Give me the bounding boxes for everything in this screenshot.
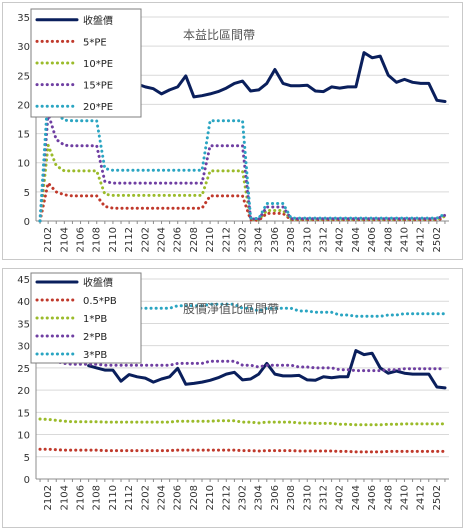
x-tick-label: 2108 — [92, 485, 103, 510]
x-tick-label: 2210 — [205, 485, 216, 510]
series-line — [38, 357, 447, 373]
x-tick-label: 2312 — [318, 485, 329, 510]
x-tick-label: 2502 — [432, 227, 443, 252]
y-tick-label: 5 — [24, 453, 30, 464]
x-tick-label: 2102 — [43, 485, 54, 510]
x-tick-label: 2208 — [189, 485, 200, 510]
x-tick-label: 2204 — [157, 485, 168, 510]
pb-band-chart: 0 5 10 15 20 25 30 35 40 45 2102 2104 2106 2108 2110 21… — [17, 272, 449, 510]
legend: 收盤價 5*PE 10*PE 15*PE 20*PE — [30, 8, 142, 118]
series-line — [38, 447, 447, 454]
x-tick-label: 2502 — [432, 485, 443, 510]
x-tick-label: 2412 — [416, 485, 427, 510]
y-tick-label: 30 — [17, 42, 30, 53]
x-tick-label: 2106 — [76, 485, 87, 510]
legend-label: 5*PE — [83, 37, 107, 48]
x-tick-label: 2104 — [59, 227, 70, 252]
x-tick-label: 2404 — [351, 485, 362, 510]
legend-box — [30, 272, 142, 364]
x-tick-label: 2308 — [286, 227, 297, 252]
x-tick-label: 2212 — [221, 485, 232, 510]
x-tick-label: 2402 — [335, 485, 346, 510]
x-tick-label: 2204 — [157, 227, 168, 252]
y-tick-label: 35 — [17, 319, 30, 330]
x-tick-label: 2112 — [124, 485, 135, 510]
y-tick-label: 10 — [17, 159, 30, 170]
y-tick-label: 30 — [17, 342, 30, 353]
y-tick-label: 15 — [17, 130, 30, 141]
legend-label: 0.5*PB — [83, 296, 117, 307]
x-tick-label: 2112 — [124, 227, 135, 252]
legend: 收盤價 0.5*PB 1*PB 2*PB 3*PB — [30, 272, 142, 364]
y-tick-label: 15 — [17, 408, 30, 419]
x-tick-label: 2408 — [383, 227, 394, 252]
x-tick-label: 2110 — [108, 227, 119, 252]
x-tick-label: 2404 — [351, 227, 362, 252]
chart-title: 股價淨值比區間帶 — [183, 301, 279, 316]
x-tick-label: 2310 — [302, 227, 313, 252]
series-line — [38, 297, 447, 318]
x-tick-label: 2212 — [221, 227, 232, 252]
x-tick-label: 2202 — [140, 485, 151, 510]
series-line — [119, 51, 447, 103]
x-tick-label: 2406 — [367, 227, 378, 252]
x-tick-label: 2410 — [399, 227, 410, 252]
legend-label: 1*PB — [83, 314, 107, 325]
y-tick-label: 0 — [24, 475, 30, 486]
legend-box — [30, 8, 142, 118]
x-tick-label: 2302 — [238, 485, 249, 510]
legend-label: 15*PE — [83, 81, 113, 92]
x-tick-label: 2304 — [254, 227, 265, 252]
chart-title: 本益比區間帶 — [183, 28, 255, 42]
legend-label: 20*PE — [83, 102, 113, 113]
x-tick-label: 2406 — [367, 485, 378, 510]
pe-band-chart: 0 5 10 15 20 25 30 35 2102 2104 2106 2108 2110 2112 22… — [17, 8, 449, 252]
series-line — [38, 181, 447, 223]
x-tick-label: 2310 — [302, 485, 313, 510]
series-line — [38, 91, 447, 223]
x-tick-label: 2202 — [140, 227, 151, 252]
x-tick-label: 2304 — [254, 485, 265, 510]
pe-band-chart-panel: 0 5 10 15 20 25 30 35 2102 2104 2106 2108 2110 2112 22… — [2, 2, 463, 260]
x-tick-label: 2312 — [318, 227, 329, 252]
y-tick-label: 20 — [17, 100, 30, 111]
series-line — [38, 417, 447, 427]
series-line — [38, 111, 447, 223]
y-tick-label: 35 — [17, 13, 30, 24]
x-tick-label: 2402 — [335, 227, 346, 252]
x-tick-label: 2102 — [43, 227, 54, 252]
y-tick-label: 45 — [17, 275, 30, 286]
x-tick-label: 2108 — [92, 227, 103, 252]
x-tick-label: 2410 — [399, 485, 410, 510]
y-tick-label: 10 — [17, 431, 30, 442]
legend-label: 收盤價 — [83, 14, 113, 27]
y-tick-label: 5 — [24, 188, 30, 199]
legend-label: 2*PB — [83, 332, 107, 343]
x-tick-label: 2208 — [189, 227, 200, 252]
x-tick-label: 2306 — [270, 485, 281, 510]
x-tick-label: 2302 — [238, 227, 249, 252]
y-tick-label: 40 — [17, 297, 30, 308]
series-line — [87, 349, 447, 390]
x-tick-label: 2412 — [416, 227, 427, 252]
x-tick-label: 2206 — [173, 227, 184, 252]
legend-label: 10*PE — [83, 59, 113, 70]
y-tick-label: 20 — [17, 386, 30, 397]
pb-band-chart-panel: 0 5 10 15 20 25 30 35 40 45 2102 2104 2106 2108 2110 21… — [2, 268, 463, 528]
x-tick-label: 2104 — [59, 485, 70, 510]
x-tick-label: 2308 — [286, 485, 297, 510]
legend-label: 3*PB — [83, 350, 107, 361]
x-tick-label: 2206 — [173, 485, 184, 510]
y-tick-label: 25 — [17, 71, 30, 82]
legend-label: 收盤價 — [83, 276, 113, 289]
x-tick-label: 2306 — [270, 227, 281, 252]
x-tick-label: 2110 — [108, 485, 119, 510]
x-tick-label: 2408 — [383, 485, 394, 510]
x-tick-label: 2210 — [205, 227, 216, 252]
y-tick-label: 25 — [17, 364, 30, 375]
x-tick-label: 2106 — [76, 227, 87, 252]
y-tick-label: 0 — [24, 217, 30, 228]
